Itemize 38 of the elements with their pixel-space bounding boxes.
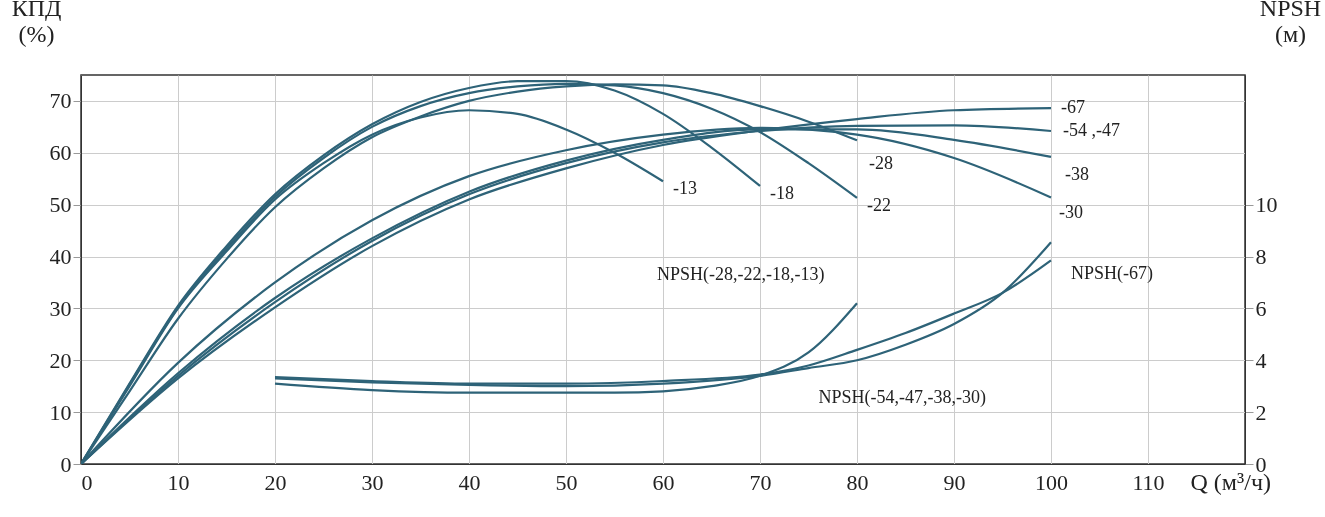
series-label: -18 xyxy=(770,182,794,203)
y-tick-label: 10 xyxy=(49,399,72,425)
series-label: NPSH(-54,-47,-38,-30) xyxy=(818,387,986,409)
y-tick-label: 20 xyxy=(49,347,72,373)
x-tick-label: 80 xyxy=(846,469,869,495)
y2-tick-label: 6 xyxy=(1255,295,1267,321)
x-tick-label: 70 xyxy=(749,469,772,495)
x-tick-label: 0 xyxy=(81,469,93,495)
x-tick-label: 90 xyxy=(943,469,966,495)
series-label: -54 ,-47 xyxy=(1063,120,1120,141)
y-axis-title: КПД (%) xyxy=(11,0,62,47)
y-tick-label: 50 xyxy=(49,192,72,218)
x-tick-label: 40 xyxy=(458,469,481,495)
y2-tick-label: 2 xyxy=(1255,399,1267,425)
series-label: NPSH(-67) xyxy=(1071,263,1154,285)
series-label: -22 xyxy=(867,194,891,215)
text: NPSH(-28,-22,-18,-13) xyxy=(657,264,825,286)
series-label: -28 xyxy=(869,153,893,174)
series-label: -67 xyxy=(1061,97,1085,118)
y2-tick-label: 10 xyxy=(1255,192,1278,218)
y2-tick-label: 8 xyxy=(1255,244,1267,270)
x-tick-label: 10 xyxy=(167,469,190,495)
series-label: -30 xyxy=(1059,202,1083,223)
x-tick-label: 50 xyxy=(555,469,578,495)
y2-tick-label: 4 xyxy=(1255,347,1267,373)
x-tick-label: 110 xyxy=(1132,469,1165,495)
series-label: -13 xyxy=(673,178,697,199)
x-tick-label: 20 xyxy=(264,469,287,495)
series-label: -38 xyxy=(1065,163,1089,184)
y-tick-label: 40 xyxy=(49,244,72,270)
y-tick-label: 60 xyxy=(49,140,72,166)
y-tick-label: 0 xyxy=(60,451,72,477)
x-tick-label: 100 xyxy=(1035,469,1068,495)
x-tick-label: 60 xyxy=(652,469,675,495)
y-tick-label: 70 xyxy=(49,88,72,114)
x-tick-label: 30 xyxy=(361,469,384,495)
y-tick-label: 30 xyxy=(49,295,72,321)
y2-axis-title: NPSH (м) xyxy=(1259,0,1322,47)
